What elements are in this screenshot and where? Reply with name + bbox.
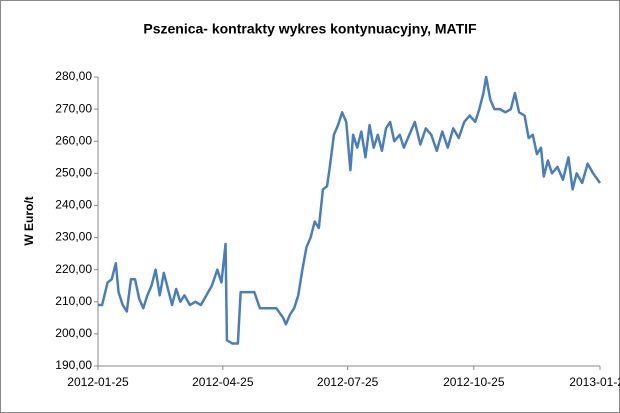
chart-title: Pszenica- kontrakty wykres kontynuacyjny…	[143, 21, 477, 37]
x-tick-label: 2012-04-25	[192, 375, 254, 389]
y-tick-label: 230,00	[55, 230, 92, 244]
line-series	[98, 75, 602, 345]
x-tick-label: 2012-10-25	[443, 375, 505, 389]
y-axis-label: W Euro/t	[22, 196, 36, 245]
y-tick-label: 250,00	[55, 166, 92, 180]
y-tick-label: 190,00	[55, 358, 92, 372]
y-tick-label: 200,00	[55, 326, 92, 340]
y-tick-label: 270,00	[55, 101, 92, 115]
x-tick-label: 2012-01-25	[67, 375, 129, 389]
y-tick-label: 210,00	[55, 294, 92, 308]
x-tick-label: 2013-01-25	[569, 375, 620, 389]
x-tick-label: 2012-07-25	[317, 375, 379, 389]
y-tick-label: 220,00	[55, 262, 92, 276]
y-tick-label: 260,00	[55, 133, 92, 147]
y-tick-label: 240,00	[55, 198, 92, 212]
y-tick-label: 280,00	[55, 69, 92, 83]
